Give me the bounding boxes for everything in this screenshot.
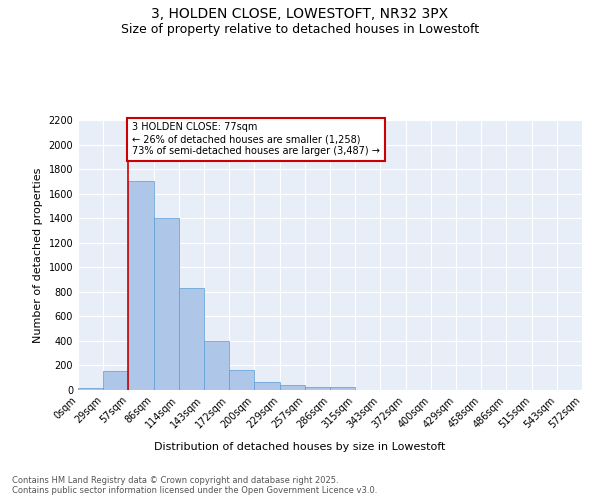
Text: Size of property relative to detached houses in Lowestoft: Size of property relative to detached ho… xyxy=(121,22,479,36)
Y-axis label: Number of detached properties: Number of detached properties xyxy=(33,168,43,342)
Bar xyxy=(179,288,204,390)
Bar xyxy=(254,382,280,390)
Bar xyxy=(305,386,330,390)
Text: Distribution of detached houses by size in Lowestoft: Distribution of detached houses by size … xyxy=(154,442,446,452)
Bar xyxy=(78,388,103,390)
Bar xyxy=(128,182,154,390)
Text: 3, HOLDEN CLOSE, LOWESTOFT, NR32 3PX: 3, HOLDEN CLOSE, LOWESTOFT, NR32 3PX xyxy=(151,8,449,22)
Text: 3 HOLDEN CLOSE: 77sqm
← 26% of detached houses are smaller (1,258)
73% of semi-d: 3 HOLDEN CLOSE: 77sqm ← 26% of detached … xyxy=(132,122,380,156)
Bar xyxy=(154,218,179,390)
Bar xyxy=(204,341,229,390)
Bar xyxy=(330,386,355,390)
Bar xyxy=(103,371,128,390)
Bar xyxy=(229,370,254,390)
Bar xyxy=(280,386,305,390)
Text: Contains HM Land Registry data © Crown copyright and database right 2025.
Contai: Contains HM Land Registry data © Crown c… xyxy=(12,476,377,495)
